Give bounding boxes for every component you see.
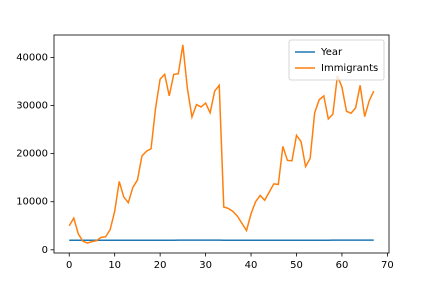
x-tick-label: 60 xyxy=(336,260,349,271)
x-tick-label: 70 xyxy=(381,260,394,271)
x-tick-label: 20 xyxy=(154,260,167,271)
y-tick-label: 30000 xyxy=(16,101,48,112)
legend-label: Year xyxy=(320,47,343,58)
y-tick-label: 0 xyxy=(42,245,48,256)
legend-label: Immigrants xyxy=(321,63,378,74)
x-tick-label: 0 xyxy=(66,260,72,271)
x-tick-label: 50 xyxy=(290,260,303,271)
x-tick-label: 40 xyxy=(245,260,258,271)
y-tick-label: 10000 xyxy=(16,197,48,208)
y-tick-label: 20000 xyxy=(16,149,48,160)
y-tick-label: 40000 xyxy=(16,52,48,63)
line-series xyxy=(68,44,375,244)
plot-frame xyxy=(53,34,390,254)
legend-box xyxy=(288,39,385,81)
x-tick-label: 10 xyxy=(108,260,121,271)
x-tick-label: 30 xyxy=(199,260,212,271)
